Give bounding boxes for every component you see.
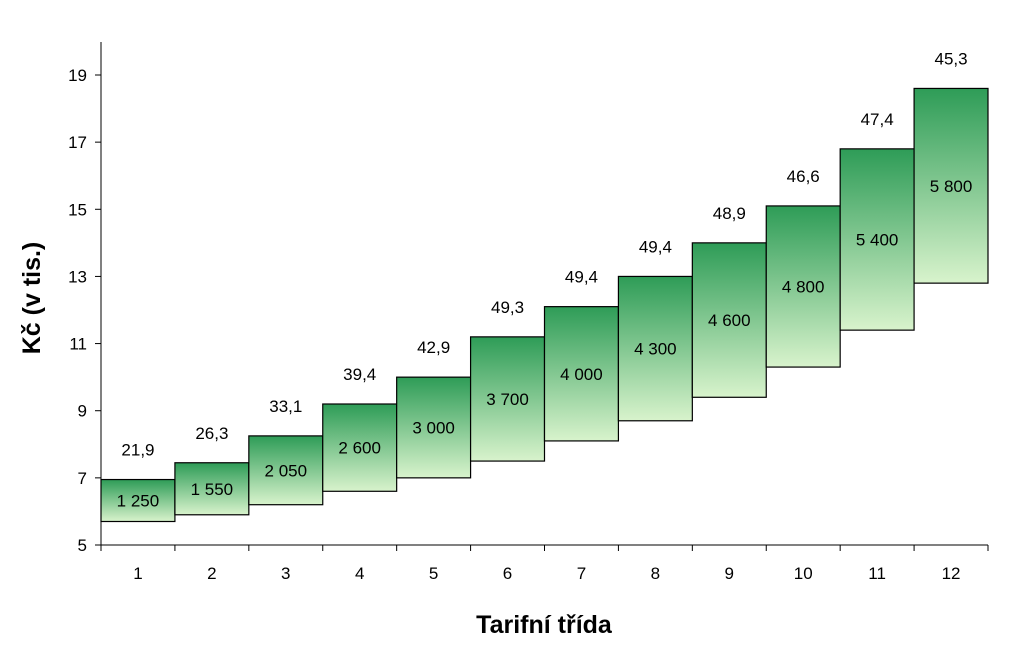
range-bar-8 bbox=[617, 275, 693, 422]
range-bar-9 bbox=[691, 242, 767, 398]
bar-top-label: 49,4 bbox=[639, 237, 672, 256]
x-axis-title: Tarifní třída bbox=[476, 611, 613, 639]
range-bar-3 bbox=[248, 435, 324, 506]
y-tick-label: 11 bbox=[69, 335, 87, 354]
range-bar-7 bbox=[543, 306, 620, 442]
y-tick-label: 7 bbox=[78, 469, 87, 488]
x-tick-label: 9 bbox=[725, 564, 734, 583]
x-tick-label: 2 bbox=[207, 564, 216, 583]
bar-top-label: 45,3 bbox=[934, 49, 967, 68]
x-tick-label: 8 bbox=[651, 564, 660, 583]
bar-inner-label: 3 700 bbox=[486, 390, 529, 409]
y-tick-label: 17 bbox=[68, 133, 87, 152]
bar-inner-label: 2 600 bbox=[338, 439, 381, 458]
x-tick-label: 4 bbox=[355, 564, 364, 583]
bar-inner-label: 2 050 bbox=[265, 461, 308, 480]
bar-top-label: 26,3 bbox=[195, 424, 228, 443]
bar-top-label: 39,4 bbox=[343, 365, 376, 384]
range-bar-5 bbox=[396, 376, 472, 479]
range-bar-12 bbox=[913, 87, 989, 284]
bar-inner-label: 5 400 bbox=[856, 231, 899, 250]
bar-top-label: 49,3 bbox=[491, 298, 524, 317]
bar-top-label: 33,1 bbox=[269, 397, 302, 416]
bar-inner-label: 3 000 bbox=[412, 419, 455, 438]
y-tick-label: 13 bbox=[68, 267, 87, 286]
range-bar-1 bbox=[100, 478, 176, 523]
y-tick-label: 19 bbox=[68, 66, 87, 85]
bar-inner-label: 4 000 bbox=[560, 365, 603, 384]
range-bar-10 bbox=[765, 205, 841, 368]
x-tick-label: 7 bbox=[577, 564, 586, 583]
y-tick-label: 15 bbox=[68, 200, 87, 219]
bar-inner-label: 4 600 bbox=[708, 311, 751, 330]
bar-inner-label: 1 550 bbox=[191, 480, 234, 499]
bars-layer: 1 250 21,9 1 550 26,3 2 050 33,1 2 600 39,4 3 00… bbox=[100, 49, 989, 523]
bar-top-label: 48,9 bbox=[713, 204, 746, 223]
bar-inner-label: 5 800 bbox=[930, 177, 973, 196]
range-bar-2 bbox=[174, 462, 250, 516]
bar-top-label: 42,9 bbox=[417, 338, 450, 357]
y-axis-title: Kč (v tis.) bbox=[18, 242, 46, 355]
x-tick-label: 1 bbox=[133, 564, 142, 583]
bar-top-label: 47,4 bbox=[861, 110, 894, 129]
x-tick-label: 12 bbox=[942, 564, 961, 583]
bar-inner-label: 4 300 bbox=[634, 340, 677, 359]
bar-inner-label: 1 250 bbox=[117, 492, 160, 511]
bar-top-label: 21,9 bbox=[121, 441, 154, 460]
bar-top-label: 49,4 bbox=[565, 268, 598, 287]
range-bar-4 bbox=[322, 403, 398, 492]
y-tick-label: 5 bbox=[78, 536, 87, 555]
x-tick-label: 11 bbox=[868, 564, 886, 583]
y-tick-label: 9 bbox=[78, 402, 87, 421]
bar-top-label: 46,6 bbox=[787, 167, 820, 186]
range-bar-6 bbox=[469, 336, 546, 462]
x-tick-label: 3 bbox=[281, 564, 290, 583]
x-tick-label: 10 bbox=[794, 564, 813, 583]
x-tick-label: 5 bbox=[429, 564, 438, 583]
x-tick-label: 6 bbox=[503, 564, 512, 583]
bar-inner-label: 4 800 bbox=[782, 278, 825, 297]
